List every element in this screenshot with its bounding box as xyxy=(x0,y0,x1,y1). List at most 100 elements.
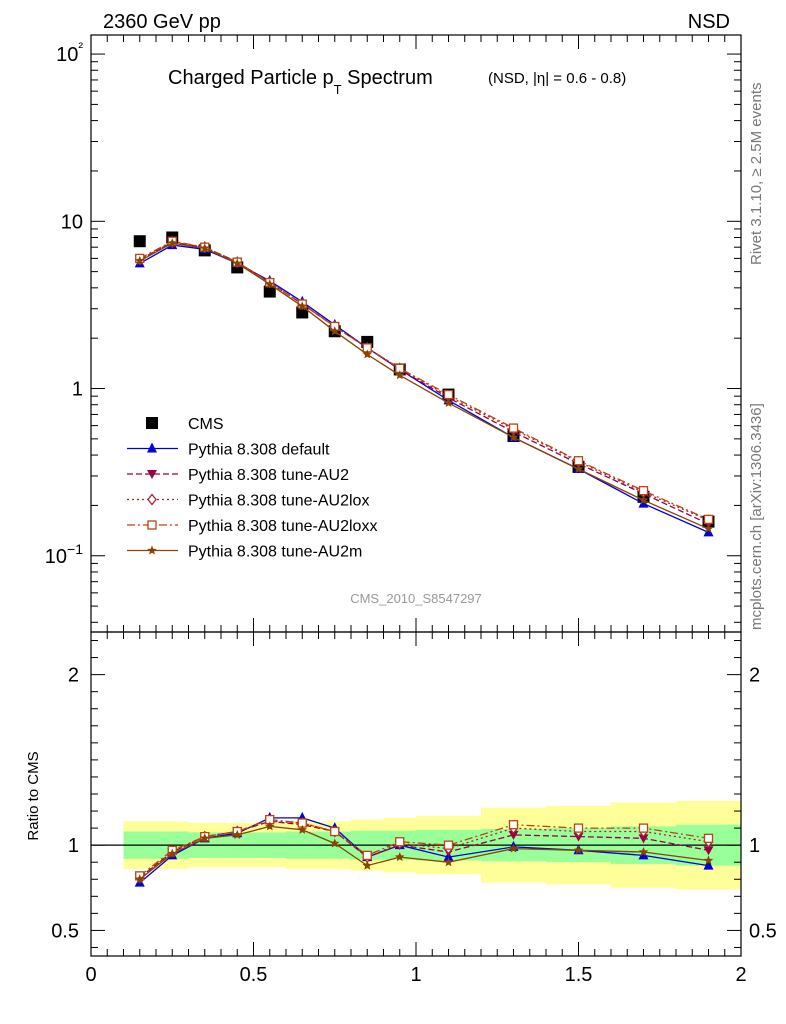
y-tick-label: 10² xyxy=(56,39,83,66)
legend-label: CMS xyxy=(188,416,224,433)
y-tick-label: 10−1 xyxy=(45,541,83,568)
ratio-point-pythia-8-308-tune-au2 xyxy=(508,830,519,840)
energy-label: 2360 GeV pp xyxy=(103,11,221,33)
legend-item-pythia-8-308-tune-au2m: Pythia 8.308 tune-AU2m xyxy=(127,544,362,561)
legend-marker xyxy=(147,520,157,530)
ratio-point-pythia-8-308-tune-au2m xyxy=(508,843,519,853)
legend-marker xyxy=(147,470,157,479)
main-point-pythia-8-308-tune-au2m xyxy=(265,279,275,289)
ratio-y-tick-label-right: 2 xyxy=(749,665,760,687)
ratio-point-pythia-8-308-default xyxy=(703,859,714,870)
ratio-point-pythia-8-308-tune-au2m xyxy=(265,821,275,831)
legend-marker xyxy=(147,545,157,555)
main-point-pythia-8-308-tune-au2m xyxy=(135,255,145,265)
ratio-panel: 0.5 0.5 1 1 2 2 0 0.5 1 1.5 2 Ratio to CMS xyxy=(25,631,777,986)
y-tick-label: 10 xyxy=(61,211,83,233)
x-tick-label: 1 xyxy=(410,964,421,986)
main-line-pythia-8-308-tune-au2loxx xyxy=(139,240,709,520)
ratio-point-pythia-8-308-tune-au2loxx xyxy=(508,820,519,830)
ratio-point-pythia-8-308-tune-au2m xyxy=(330,838,340,848)
plot-title-extra: (NSD, |η| = 0.6 - 0.8) xyxy=(488,70,626,87)
plot-title-main: Charged Particle p xyxy=(168,67,334,89)
x-tick-label: 0.5 xyxy=(240,964,268,986)
main-point-pythia-8-308-tune-au2m xyxy=(573,464,584,474)
legend-item-cms: CMS xyxy=(146,416,224,433)
legend-label: Pythia 8.308 tune-AU2 xyxy=(188,467,349,484)
ratio-point-pythia-8-308-tune-au2m xyxy=(200,833,210,843)
y-tick-label: 1 xyxy=(72,379,83,401)
legend-label: Pythia 8.308 tune-AU2m xyxy=(188,544,362,561)
ratio-y-tick-label-right: 1 xyxy=(749,835,760,857)
legend-item-pythia-8-308-tune-au2: Pythia 8.308 tune-AU2 xyxy=(127,467,349,484)
ratio-point-pythia-8-308-tune-au2loxx xyxy=(330,826,340,837)
ratio-point-pythia-8-308-tune-au2m xyxy=(573,845,584,855)
main-point-pythia-8-308-tune-au2m xyxy=(297,301,307,311)
ratio-y-tick-label-left: 1 xyxy=(68,835,79,857)
legend-item-pythia-8-308-default: Pythia 8.308 default xyxy=(127,442,330,459)
main-point-pythia-8-308-tune-au2m xyxy=(703,523,714,533)
ratio-point-pythia-8-308-tune-au2loxx xyxy=(362,850,372,861)
ratio-y-tick-label-left: 2 xyxy=(68,665,79,687)
x-tick-label: 0 xyxy=(85,964,96,986)
ratio-line-pythia-8-308-tune-au2lox xyxy=(139,820,709,879)
legend-label: Pythia 8.308 default xyxy=(188,442,330,459)
ratio-point-pythia-8-308-tune-au2 xyxy=(703,846,714,856)
analysis-watermark: CMS_2010_S8547297 xyxy=(350,591,482,606)
main-line-pythia-8-308-tune-au2m xyxy=(139,242,709,530)
ratio-point-pythia-8-308-tune-au2m xyxy=(638,847,649,856)
ratio-point-pythia-8-308-tune-au2m xyxy=(232,829,242,839)
main-point-pythia-8-308-default xyxy=(638,497,649,508)
main-point-pythia-8-308-tune-au2m xyxy=(395,370,405,380)
main-point-pythia-8-308-tune-au2m xyxy=(200,243,210,253)
ratio-point-pythia-8-308-tune-au2loxx xyxy=(638,823,649,833)
ratio-point-pythia-8-308-tune-au2loxx xyxy=(443,840,454,850)
ratio-point-pythia-8-308-tune-au2m xyxy=(167,848,177,858)
legend-label: Pythia 8.308 tune-AU2loxx xyxy=(188,518,377,535)
main-series-pythia-8-308-tune-au2 xyxy=(134,238,714,529)
main-series-pythia-8-308-tune-au2m xyxy=(135,238,714,533)
mcplots-label: mcplots.cern.ch [arXiv:1306.3436] xyxy=(748,403,765,630)
ratio-point-pythia-8-308-tune-au2m xyxy=(362,860,372,870)
main-point-cms xyxy=(133,235,146,248)
ratio-point-pythia-8-308-tune-au2loxx xyxy=(573,823,584,833)
plot-title-sub: T xyxy=(334,82,342,97)
ratio-point-pythia-8-308-tune-au2m xyxy=(135,874,145,884)
ratio-point-pythia-8-308-tune-au2m xyxy=(443,857,454,867)
ratio-point-pythia-8-308-tune-au2 xyxy=(638,834,649,844)
legend-marker xyxy=(146,417,158,429)
ratio-y-tick-label-left: 0.5 xyxy=(51,920,79,942)
main-point-cms xyxy=(263,285,276,298)
main-point-cms xyxy=(296,306,309,319)
legend-item-pythia-8-308-tune-au2lox: Pythia 8.308 tune-AU2lox xyxy=(127,493,369,510)
main-point-pythia-8-308-tune-au2m xyxy=(232,258,242,268)
main-point-pythia-8-308-default xyxy=(703,526,714,537)
ratio-line-pythia-8-308-tune-au2loxx xyxy=(139,818,709,877)
legend-label: Pythia 8.308 tune-AU2lox xyxy=(188,493,369,510)
ratio-point-pythia-8-308-tune-au2loxx xyxy=(395,837,405,847)
plot-title: Charged Particle pT Spectrum xyxy=(168,67,433,97)
legend-marker xyxy=(147,442,157,453)
main-point-pythia-8-308-tune-au2m xyxy=(638,495,649,505)
legend: CMS Pythia 8.308 default Pythia 8.308 tune… xyxy=(127,416,377,561)
main-panel-frame xyxy=(90,34,742,633)
ratio-point-pythia-8-308-default xyxy=(638,849,649,860)
ratio-point-pythia-8-308-tune-au2loxx xyxy=(703,833,714,843)
main-point-pythia-8-308-tune-au2loxx xyxy=(443,389,454,400)
main-point-pythia-8-308-tune-au2loxx xyxy=(508,423,519,433)
plot-title-main2: Spectrum xyxy=(342,67,433,89)
main-point-pythia-8-308-tune-au2m xyxy=(362,349,372,359)
ratio-point-pythia-8-308-tune-au2m xyxy=(395,852,405,862)
legend-marker xyxy=(147,493,157,506)
main-point-pythia-8-308-tune-au2m xyxy=(443,397,454,407)
legend-item-pythia-8-308-tune-au2loxx: Pythia 8.308 tune-AU2loxx xyxy=(127,518,377,535)
x-tick-label: 1.5 xyxy=(565,964,593,986)
process-label: NSD xyxy=(688,11,730,33)
main-point-pythia-8-308-tune-au2m xyxy=(167,238,177,248)
main-point-pythia-8-308-tune-au2loxx xyxy=(703,514,714,525)
ratio-point-pythia-8-308-tune-au2m xyxy=(297,824,307,834)
main-point-pythia-8-308-tune-au2loxx xyxy=(573,456,584,466)
rivet-label: Rivet 3.1.10, ≥ 2.5M events xyxy=(748,83,765,266)
ratio-point-pythia-8-308-tune-au2m xyxy=(703,855,714,865)
